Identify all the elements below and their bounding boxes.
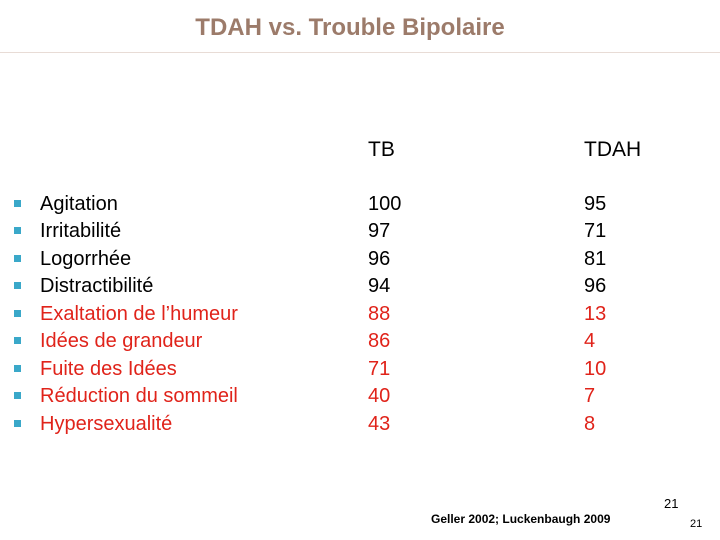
tdah-value: 4 xyxy=(584,330,596,352)
slide-number: 21 xyxy=(664,496,679,511)
row-label: Exaltation de l’humeur xyxy=(40,303,238,325)
row-label: Irritabilité xyxy=(40,220,122,242)
row-label: Idées de grandeur xyxy=(40,330,203,352)
citation: Geller 2002; Luckenbaugh 2009 xyxy=(431,512,611,526)
square-bullet-icon xyxy=(14,365,21,372)
square-bullet-icon xyxy=(14,337,21,344)
tb-value: 86 xyxy=(368,330,391,352)
table-row: Irritabilité 97 71 xyxy=(0,220,720,247)
tb-value: 71 xyxy=(368,358,391,380)
table-row: Idées de grandeur 86 4 xyxy=(0,330,720,357)
table-row: Réduction du sommeil 40 7 xyxy=(0,385,720,412)
table-row: Logorrhée 96 81 xyxy=(0,248,720,275)
slide-title: TDAH vs. Trouble Bipolaire xyxy=(195,14,505,41)
square-bullet-icon xyxy=(14,392,21,399)
tb-value: 96 xyxy=(368,248,391,270)
square-bullet-icon xyxy=(14,255,21,262)
table-row: Distractibilité 94 96 xyxy=(0,275,720,302)
title-divider xyxy=(0,52,720,53)
tb-value: 100 xyxy=(368,193,402,215)
table-row: Exaltation de l’humeur 88 13 xyxy=(0,303,720,330)
tb-value: 40 xyxy=(368,385,391,407)
square-bullet-icon xyxy=(14,282,21,289)
tdah-value: 13 xyxy=(584,303,607,325)
tb-value: 97 xyxy=(368,220,391,242)
tb-value: 88 xyxy=(368,303,391,325)
tdah-value: 71 xyxy=(584,220,607,242)
row-label: Distractibilité xyxy=(40,275,154,297)
table-row: Hypersexualité 43 8 xyxy=(0,413,720,440)
tdah-value: 95 xyxy=(584,193,607,215)
square-bullet-icon xyxy=(14,420,21,427)
table-row: Fuite des Idées 71 10 xyxy=(0,358,720,385)
table-row: Agitation 100 95 xyxy=(0,193,720,220)
column-header-tb: TB xyxy=(368,138,395,161)
square-bullet-icon xyxy=(14,310,21,317)
tdah-value: 10 xyxy=(584,358,607,380)
square-bullet-icon xyxy=(14,200,21,207)
column-header-tdah: TDAH xyxy=(584,138,642,161)
square-bullet-icon xyxy=(14,227,21,234)
tdah-value: 7 xyxy=(584,385,596,407)
footer-slide-number: 21 xyxy=(690,518,703,530)
tdah-value: 81 xyxy=(584,248,607,270)
tdah-value: 8 xyxy=(584,413,596,435)
row-label: Fuite des Idées xyxy=(40,358,177,380)
tb-value: 94 xyxy=(368,275,391,297)
tdah-value: 96 xyxy=(584,275,607,297)
row-label: Hypersexualité xyxy=(40,413,173,435)
tb-value: 43 xyxy=(368,413,391,435)
row-label: Logorrhée xyxy=(40,248,132,270)
row-label: Agitation xyxy=(40,193,118,215)
row-label: Réduction du sommeil xyxy=(40,385,238,407)
